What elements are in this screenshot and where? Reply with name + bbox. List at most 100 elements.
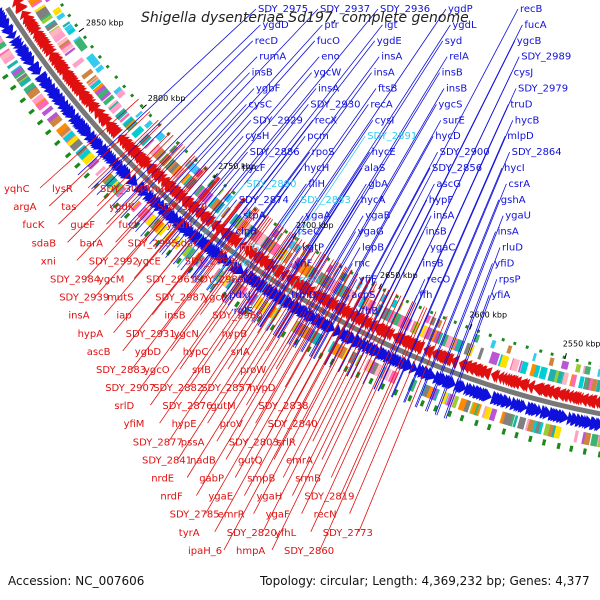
annotation-feature xyxy=(506,345,513,354)
annotation-feature xyxy=(131,201,142,213)
annotation-feature xyxy=(169,235,181,247)
gene-label-forward: insA xyxy=(498,227,519,238)
annotation-feature xyxy=(422,384,432,398)
annotation-feature xyxy=(100,91,112,102)
gene-label-reverse: SDY_2883 xyxy=(96,365,146,376)
annotation-feature xyxy=(238,287,248,299)
gene-label-forward: hycF xyxy=(242,163,266,174)
annotation-feature xyxy=(538,422,544,435)
annotation-feature xyxy=(597,368,600,377)
gene-label-forward: ygcS xyxy=(438,99,462,110)
marker-feature xyxy=(60,3,65,7)
annotation-feature xyxy=(347,351,357,364)
leader-line-reverse xyxy=(340,306,425,496)
gene-label-forward: insB xyxy=(426,227,447,238)
marker-feature xyxy=(273,222,278,227)
gene-label-forward: insA xyxy=(374,68,395,79)
gene-label-forward: lepB xyxy=(362,243,384,254)
gene-label-reverse: emrA xyxy=(286,455,313,466)
annotation-feature xyxy=(207,196,218,208)
leader-line-reverse xyxy=(106,144,183,225)
marker-feature xyxy=(405,299,410,304)
annotation-feature xyxy=(183,175,193,186)
marker-feature xyxy=(90,44,95,49)
gene-label-reverse: gutQ xyxy=(238,455,263,466)
marker-feature xyxy=(280,330,287,338)
forward-gene-feature xyxy=(462,381,471,396)
leader-line-reverse xyxy=(133,177,220,279)
annotation-feature xyxy=(36,98,50,111)
annotation-feature xyxy=(116,186,127,198)
annotation-feature xyxy=(440,333,450,347)
leader-line-forward xyxy=(292,88,445,348)
gene-label-forward: recD xyxy=(255,36,279,47)
gene-label-forward: ffh xyxy=(419,290,432,301)
gene-label-forward: SDY_2833 xyxy=(301,195,351,206)
reverse-gene-feature xyxy=(593,398,600,409)
leader-line-reverse xyxy=(198,241,306,406)
forward-gene-feature xyxy=(505,395,513,409)
leader-line-reverse xyxy=(161,207,257,334)
forward-gene-feature xyxy=(64,108,76,119)
leader-line-forward xyxy=(186,24,383,276)
leader-line-forward xyxy=(109,56,258,209)
marker-feature xyxy=(501,337,505,342)
leader-line-reverse xyxy=(85,157,197,279)
gene-label-reverse: recN xyxy=(314,510,337,521)
annotation-feature xyxy=(110,181,124,195)
marker-feature xyxy=(175,257,182,265)
gene-label-forward: ygaU xyxy=(505,211,531,222)
ruler-tick xyxy=(213,173,218,179)
reverse-gene-feature xyxy=(521,378,531,393)
gene-label-reverse: ygaF xyxy=(266,510,290,521)
annotation-feature xyxy=(190,165,198,173)
marker-feature xyxy=(244,308,251,315)
annotation-feature xyxy=(553,425,562,439)
annotation-feature xyxy=(561,372,569,386)
gene-label-forward: ygaC xyxy=(430,243,455,254)
forward-gene-feature xyxy=(590,416,600,431)
annotation-feature xyxy=(16,72,29,83)
leader-line-reverse xyxy=(152,197,245,315)
annotation-feature xyxy=(152,220,165,234)
marker-feature xyxy=(326,257,331,262)
annotation-feature xyxy=(49,115,63,128)
gene-label-reverse: nrdF xyxy=(160,492,183,503)
annotation-feature xyxy=(13,69,26,80)
marker-feature xyxy=(513,341,517,346)
gene-label-reverse: SDY_2939 xyxy=(59,293,109,304)
leader-line-forward xyxy=(237,215,304,313)
leader-line-reverse xyxy=(159,231,291,424)
forward-gene-feature xyxy=(92,140,103,150)
leader-line-reverse xyxy=(140,215,268,388)
leader-line-reverse xyxy=(67,134,174,243)
gene-label-forward: surE xyxy=(443,115,465,126)
marker-feature xyxy=(488,333,493,338)
leader-line-forward xyxy=(301,263,353,353)
gene-label-reverse: ygcM xyxy=(98,275,124,286)
annotation-feature xyxy=(153,147,167,161)
annotation-feature xyxy=(463,399,472,413)
annotation-feature xyxy=(119,112,130,123)
leader-line-reverse xyxy=(282,285,382,478)
gene-label-forward: cysH xyxy=(245,131,269,142)
marker-feature xyxy=(93,182,100,189)
marker-feature xyxy=(305,345,312,353)
gene-label-reverse: yfhL xyxy=(275,528,297,539)
annotation-feature xyxy=(373,363,383,377)
annotation-feature xyxy=(49,26,63,39)
gene-label-forward: SDY_2936 xyxy=(380,4,430,15)
marker-feature xyxy=(123,212,131,219)
annotation-feature xyxy=(532,352,537,362)
gene-label-forward: truD xyxy=(510,99,532,110)
leader-line-forward xyxy=(308,120,442,357)
reverse-gene-feature xyxy=(112,128,124,139)
leader-line-forward xyxy=(426,215,504,412)
marker-feature xyxy=(407,394,413,402)
leader-line-reverse xyxy=(39,98,139,189)
annotation-feature xyxy=(451,395,460,409)
marker-feature xyxy=(157,122,162,127)
marker-feature xyxy=(528,435,533,443)
annotation-feature xyxy=(58,39,71,50)
reverse-gene-feature xyxy=(554,388,567,402)
